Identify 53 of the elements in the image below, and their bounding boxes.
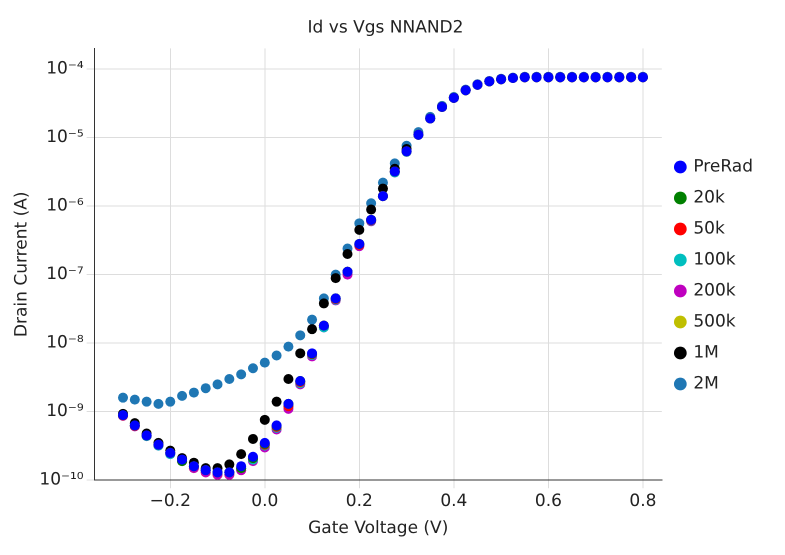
- point: [295, 348, 306, 358]
- point: [118, 392, 128, 403]
- legend-label: 20k: [693, 187, 725, 208]
- point: [224, 374, 234, 384]
- point: [283, 342, 294, 352]
- x-axis-title: Gate Voltage (V): [308, 518, 448, 538]
- y-tick-label: 10⁻⁷: [46, 264, 84, 284]
- point: [153, 398, 164, 409]
- x-tick-label: −0.2: [150, 490, 191, 511]
- y-tick-label: 10⁻⁶: [46, 196, 84, 216]
- x-tick-label: 0.6: [534, 490, 562, 511]
- y-tick-label: 10⁻⁵: [46, 126, 84, 147]
- point: [354, 224, 364, 235]
- chart-title: Id vs Vgs NNAND2: [308, 18, 464, 38]
- point: [283, 374, 294, 384]
- y-tick-label: 10⁻¹⁰: [39, 470, 84, 490]
- point: [260, 414, 270, 425]
- point: [330, 273, 341, 284]
- point: [165, 396, 176, 407]
- point: [366, 204, 376, 215]
- x-tick-label: 0.2: [346, 490, 373, 511]
- point: [248, 434, 258, 444]
- point: [212, 379, 223, 390]
- y-tick-label: 10⁻⁴: [46, 58, 84, 78]
- legend-label: 1M: [693, 342, 719, 362]
- point: [307, 314, 318, 325]
- point: [236, 369, 246, 380]
- y-axis-title: Drain Current (A): [12, 192, 32, 338]
- point: [177, 390, 188, 401]
- point: [318, 298, 329, 308]
- y-tick-label: 10⁻⁸: [46, 332, 84, 353]
- point: [342, 248, 353, 259]
- point: [260, 358, 270, 368]
- x-tick-label: 0.0: [251, 490, 278, 511]
- point: [272, 396, 282, 407]
- legend-label: 200k: [693, 280, 736, 300]
- point: [142, 396, 152, 407]
- legend-label: 2M: [693, 373, 719, 394]
- legend-label: 50k: [693, 218, 725, 238]
- y-tick-label: 10⁻⁹: [46, 401, 84, 422]
- legend-label: 500k: [693, 311, 736, 332]
- point: [295, 330, 306, 340]
- legend-label: PreRad: [693, 156, 754, 176]
- point: [236, 449, 246, 460]
- x-tick-label: 0.4: [440, 490, 468, 511]
- legend-label: 100k: [693, 249, 736, 270]
- point: [307, 324, 318, 334]
- point: [188, 388, 199, 398]
- point: [200, 383, 211, 394]
- point: [272, 350, 282, 361]
- point: [248, 363, 258, 374]
- point: [130, 394, 140, 405]
- x-tick-label: 0.8: [629, 490, 656, 511]
